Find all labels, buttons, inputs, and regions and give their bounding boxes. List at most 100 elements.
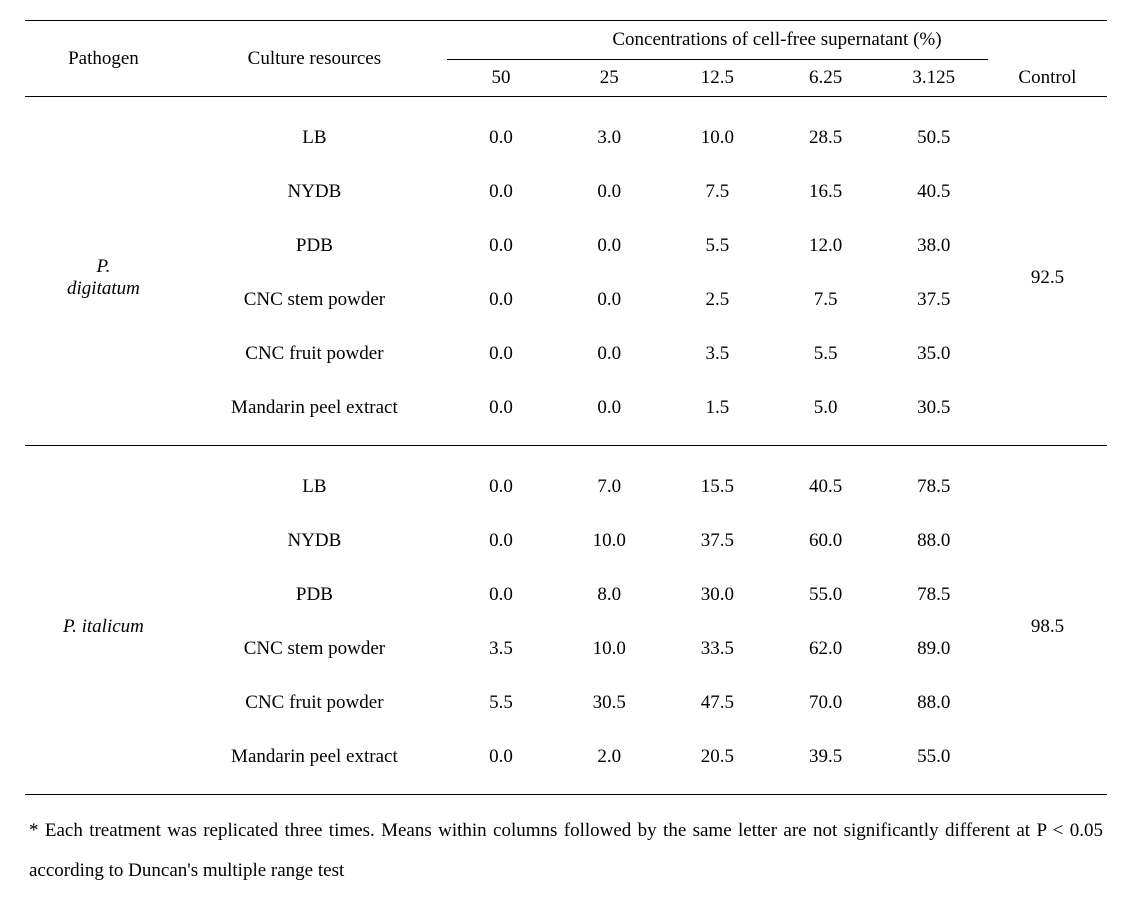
resource-cell: NYDB	[182, 514, 447, 568]
header-control: Control	[988, 60, 1107, 97]
resource-cell: LB	[182, 97, 447, 166]
value-cell: 0.0	[555, 219, 663, 273]
header-conc-level: 50	[447, 60, 555, 97]
value-cell: 15.5	[663, 446, 771, 515]
value-cell: 0.0	[555, 165, 663, 219]
data-table: Pathogen Culture resources Concentration…	[25, 20, 1107, 795]
value-cell: 0.0	[447, 97, 555, 166]
value-cell: 89.0	[880, 622, 988, 676]
value-cell: 88.0	[880, 514, 988, 568]
value-cell: 40.5	[880, 165, 988, 219]
table-row: CNC fruit powder 5.5 30.5 47.5 70.0 88.0	[25, 676, 1107, 730]
resource-cell: NYDB	[182, 165, 447, 219]
header-resources: Culture resources	[182, 21, 447, 97]
pathogen-cell: P. digitatum	[25, 97, 182, 446]
value-cell: 28.5	[772, 97, 880, 166]
table-row: CNC stem powder 0.0 0.0 2.5 7.5 37.5	[25, 273, 1107, 327]
header-conc-title: Concentrations of cell-free supernatant …	[447, 21, 1107, 60]
value-cell: 8.0	[555, 568, 663, 622]
value-cell: 78.5	[880, 446, 988, 515]
value-cell: 0.0	[447, 165, 555, 219]
value-cell: 2.0	[555, 730, 663, 795]
value-cell: 20.5	[663, 730, 771, 795]
value-cell: 7.5	[772, 273, 880, 327]
resource-cell: Mandarin peel extract	[182, 381, 447, 446]
table-bottom-rule	[25, 795, 1107, 796]
value-cell: 0.0	[447, 219, 555, 273]
value-cell: 0.0	[555, 273, 663, 327]
pathogen-line: digitatum	[67, 278, 140, 299]
resource-cell: Mandarin peel extract	[182, 730, 447, 795]
value-cell: 5.5	[772, 327, 880, 381]
value-cell: 7.5	[663, 165, 771, 219]
resource-cell: CNC fruit powder	[182, 676, 447, 730]
value-cell: 10.0	[663, 97, 771, 166]
value-cell: 5.5	[447, 676, 555, 730]
value-cell: 3.5	[447, 622, 555, 676]
value-cell: 70.0	[772, 676, 880, 730]
table-row: NYDB 0.0 10.0 37.5 60.0 88.0	[25, 514, 1107, 568]
value-cell: 0.0	[555, 327, 663, 381]
value-cell: 0.0	[447, 730, 555, 795]
value-cell: 5.0	[772, 381, 880, 446]
table-row: P. italicum LB 0.0 7.0 15.5 40.5 78.5 98…	[25, 446, 1107, 515]
header-conc-level: 3.125	[880, 60, 988, 97]
value-cell: 38.0	[880, 219, 988, 273]
table-row: P. digitatum LB 0.0 3.0 10.0 28.5 50.5 9…	[25, 97, 1107, 166]
header-conc-level: 6.25	[772, 60, 880, 97]
pathogen-cell: P. italicum	[25, 446, 182, 795]
value-cell: 2.5	[663, 273, 771, 327]
value-cell: 30.0	[663, 568, 771, 622]
resource-cell: CNC fruit powder	[182, 327, 447, 381]
table-row: CNC fruit powder 0.0 0.0 3.5 5.5 35.0	[25, 327, 1107, 381]
value-cell: 0.0	[447, 568, 555, 622]
value-cell: 78.5	[880, 568, 988, 622]
value-cell: 60.0	[772, 514, 880, 568]
value-cell: 3.0	[555, 97, 663, 166]
value-cell: 7.0	[555, 446, 663, 515]
table-row: CNC stem powder 3.5 10.0 33.5 62.0 89.0	[25, 622, 1107, 676]
value-cell: 0.0	[447, 273, 555, 327]
value-cell: 5.5	[663, 219, 771, 273]
value-cell: 0.0	[447, 381, 555, 446]
resource-cell: PDB	[182, 568, 447, 622]
value-cell: 33.5	[663, 622, 771, 676]
value-cell: 47.5	[663, 676, 771, 730]
value-cell: 16.5	[772, 165, 880, 219]
table-row: Mandarin peel extract 0.0 2.0 20.5 39.5 …	[25, 730, 1107, 795]
value-cell: 35.0	[880, 327, 988, 381]
value-cell: 88.0	[880, 676, 988, 730]
value-cell: 50.5	[880, 97, 988, 166]
resource-cell: CNC stem powder	[182, 622, 447, 676]
value-cell: 37.5	[663, 514, 771, 568]
value-cell: 0.0	[447, 514, 555, 568]
header-conc-level: 25	[555, 60, 663, 97]
value-cell: 0.0	[447, 446, 555, 515]
table-footnote: * Each treatment was replicated three ti…	[25, 811, 1107, 891]
pathogen-line: P.	[96, 256, 110, 277]
resource-cell: PDB	[182, 219, 447, 273]
table-row: Mandarin peel extract 0.0 0.0 1.5 5.0 30…	[25, 381, 1107, 446]
table-row: PDB 0.0 0.0 5.5 12.0 38.0	[25, 219, 1107, 273]
header-pathogen: Pathogen	[25, 21, 182, 97]
pathogen-line: P. italicum	[63, 616, 144, 637]
value-cell: 1.5	[663, 381, 771, 446]
header-conc-level: 12.5	[663, 60, 771, 97]
value-cell: 10.0	[555, 622, 663, 676]
resource-cell: CNC stem powder	[182, 273, 447, 327]
value-cell: 37.5	[880, 273, 988, 327]
table-header-row-1: Pathogen Culture resources Concentration…	[25, 21, 1107, 60]
table-row: NYDB 0.0 0.0 7.5 16.5 40.5	[25, 165, 1107, 219]
control-cell: 98.5	[988, 446, 1107, 795]
value-cell: 30.5	[880, 381, 988, 446]
value-cell: 40.5	[772, 446, 880, 515]
value-cell: 39.5	[772, 730, 880, 795]
value-cell: 3.5	[663, 327, 771, 381]
value-cell: 55.0	[772, 568, 880, 622]
value-cell: 0.0	[447, 327, 555, 381]
value-cell: 12.0	[772, 219, 880, 273]
value-cell: 10.0	[555, 514, 663, 568]
control-cell: 92.5	[988, 97, 1107, 446]
value-cell: 62.0	[772, 622, 880, 676]
value-cell: 55.0	[880, 730, 988, 795]
